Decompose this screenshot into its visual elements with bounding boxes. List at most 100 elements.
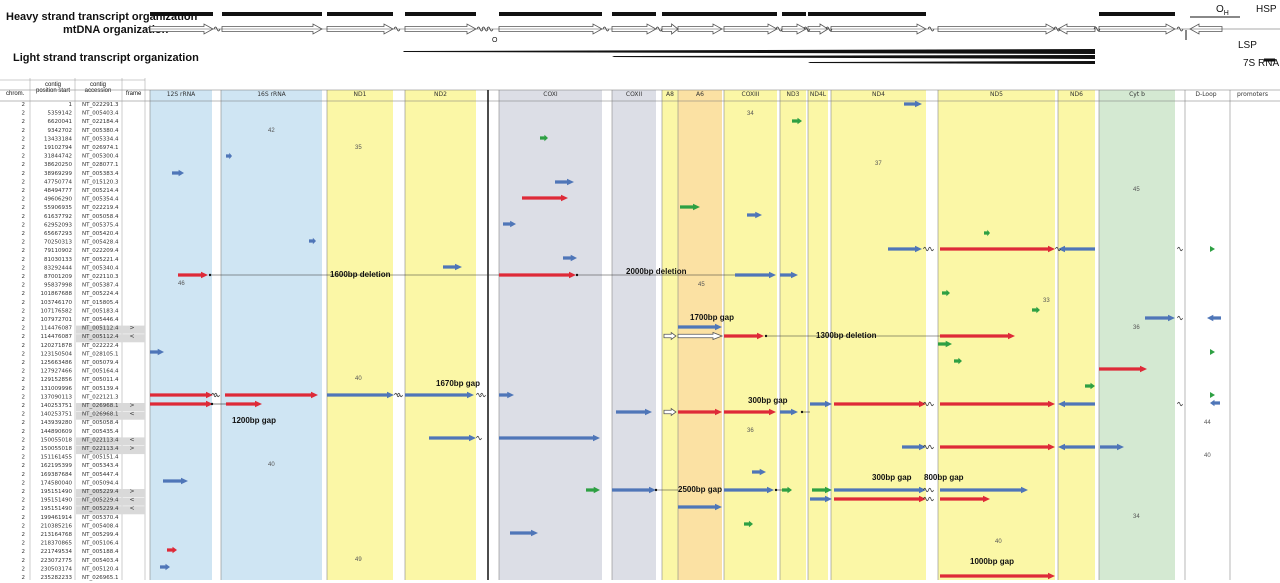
numt-arrow-36 (405, 391, 474, 399)
numt-arrow-62 (834, 486, 926, 494)
row-position: 87001209 (44, 274, 72, 280)
numt-arrow-71 (160, 563, 170, 571)
trna-squiggle-5 (602, 26, 610, 32)
row-chrom: 2 (22, 515, 26, 521)
row-chrom: 2 (22, 188, 26, 194)
count-nd5: 33 (1043, 298, 1050, 304)
row-frame: < (129, 505, 134, 512)
numt-arrow-35 (327, 391, 394, 399)
row-position: 5359142 (48, 111, 73, 117)
ol-marker: O (492, 37, 498, 44)
row-accession: NT_005221.4 (82, 257, 119, 263)
annotation-1000bp-gap: 1000bp gap (970, 557, 1015, 566)
count-a6: 45 (698, 282, 705, 288)
row-highlight (76, 506, 145, 515)
row-position: 143939280 (41, 420, 73, 426)
row-frame: < (129, 436, 134, 443)
row-position: 101867688 (41, 291, 73, 297)
row-chrom: 2 (22, 265, 26, 271)
numt-arrow-37 (499, 391, 514, 399)
numt-arrow-69 (510, 529, 538, 537)
heavy-strand-bar-8 (808, 12, 926, 16)
row-trna-squiggle-10 (1177, 401, 1183, 407)
chrom-header: chrom. (6, 91, 25, 97)
row-position: 48494777 (44, 188, 72, 194)
row-trna-squiggle-8 (476, 392, 482, 398)
numt-arrow-14 (1058, 245, 1095, 253)
row-accession: NT_005370.4 (82, 515, 119, 521)
row-accession: NT_005112.4 (82, 326, 119, 332)
row-position: 79110902 (44, 248, 72, 254)
numt-arrow-11 (309, 237, 316, 245)
numt-arrow-64 (810, 495, 832, 503)
row-chrom: 2 (22, 498, 26, 504)
numt-arrow-8 (747, 211, 762, 219)
row-highlight (76, 403, 145, 412)
count-cytb-bottom: 34 (1133, 514, 1140, 520)
hsp-marker: HSP (1256, 4, 1277, 15)
light-strand-transcript-2 (612, 55, 1095, 59)
row-position: 31844742 (44, 154, 72, 160)
numt-arrow-28 (938, 340, 952, 348)
row-chrom: 2 (22, 532, 26, 538)
row-trna-squiggle-19 (928, 496, 934, 502)
heavy-strand-bar-2 (327, 12, 393, 16)
numt-arrow-54 (1100, 443, 1124, 451)
numt-arrow-0 (904, 100, 922, 108)
count-dloop-2: 40 (1204, 453, 1211, 459)
row-trna-squiggle-4 (211, 392, 217, 398)
row-chrom: 2 (22, 205, 26, 211)
row-accession: NT_005446.4 (82, 317, 119, 323)
numt-arrow-44 (1058, 400, 1095, 408)
row-position: 150055018 (41, 437, 73, 443)
numt-arrow-57 (586, 486, 600, 494)
count-cox3-mid: 36 (747, 428, 754, 434)
row-trna-squiggle-15 (928, 444, 934, 450)
row-trna-squiggle-9 (480, 392, 486, 398)
row-trna-squiggle-12 (928, 401, 934, 407)
light-strand-transcript-3 (808, 61, 1095, 64)
trna-squiggle-1 (393, 26, 401, 32)
row-accession: NT_005428.4 (82, 240, 119, 246)
connector-dot (210, 402, 214, 406)
row-chrom: 2 (22, 429, 26, 435)
row-position: 230503174 (41, 566, 73, 572)
numt-arrow-24 (1207, 314, 1221, 322)
connector-dot (208, 273, 212, 277)
row-highlight (76, 325, 145, 334)
heavy-strand-bar-4 (499, 12, 602, 16)
row-position: 151161455 (41, 455, 73, 461)
row-position: 47750774 (44, 179, 72, 185)
row-accession: NT_015120.3 (82, 179, 119, 185)
gene-header-11: ND4 (872, 91, 885, 98)
numt-arrow-34 (225, 391, 318, 399)
count-nd5-bottom: 40 (995, 539, 1002, 545)
row-accession: NT_005375.4 (82, 222, 119, 228)
numt-arrow-16 (443, 263, 462, 271)
heavy-strand-bar-1 (222, 12, 322, 16)
heavy-strand-bar-3 (405, 12, 476, 16)
light-strand-label: Light strand transcript organization (13, 52, 199, 64)
gene-header-3: ND2 (434, 91, 447, 98)
row-accession: NT_022184.4 (82, 119, 119, 125)
region-10 (808, 90, 828, 580)
row-chrom: 2 (22, 274, 26, 280)
row-accession: NT_028105.1 (82, 351, 118, 357)
row-position: 169387684 (41, 472, 73, 478)
region-14 (1099, 90, 1175, 580)
row-accession: NT_005139.4 (82, 386, 119, 392)
row-accession: NT_022209.4 (82, 248, 119, 254)
numt-arrow-25 (678, 323, 722, 331)
row-chrom: 2 (22, 489, 26, 495)
row-accession: NT_022121.3 (82, 394, 119, 400)
annotation-1700bp-gap: 1700bp gap (690, 313, 735, 322)
numt-arrow-5 (555, 178, 574, 186)
numt-arrow-65 (834, 495, 926, 503)
gene-header-12: ND5 (990, 91, 1003, 98)
row-accession: NT_005214.4 (82, 188, 119, 194)
row-chrom: 2 (22, 248, 26, 254)
numt-arrow-17 (178, 271, 208, 279)
row-chrom: 2 (22, 360, 26, 366)
row-frame: < (129, 497, 134, 504)
oh-marker: OH (1216, 4, 1229, 17)
